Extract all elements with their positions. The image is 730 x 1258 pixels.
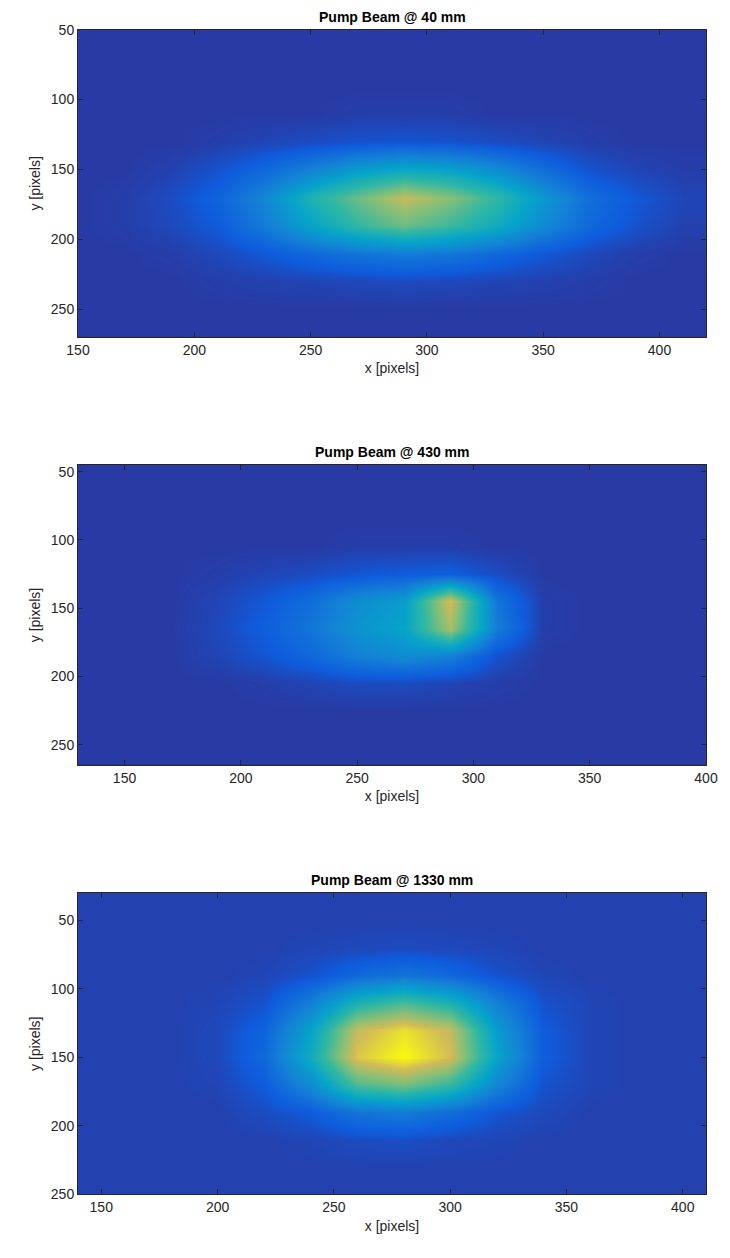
svg-text:200: 200: [206, 1199, 230, 1215]
svg-text:200: 200: [51, 1118, 75, 1134]
svg-text:200: 200: [183, 342, 207, 358]
svg-text:350: 350: [532, 342, 556, 358]
svg-text:150: 150: [51, 161, 75, 177]
svg-text:50: 50: [59, 22, 75, 38]
svg-text:250: 250: [51, 1186, 75, 1202]
svg-text:350: 350: [555, 1199, 579, 1215]
svg-text:x [pixels]: x [pixels]: [365, 1218, 419, 1234]
svg-text:200: 200: [229, 770, 253, 786]
svg-text:y [pixels]: y [pixels]: [27, 588, 43, 642]
svg-text:100: 100: [51, 981, 75, 997]
svg-text:50: 50: [59, 912, 75, 928]
svg-text:250: 250: [51, 737, 75, 753]
svg-text:50: 50: [59, 464, 75, 480]
svg-text:250: 250: [51, 301, 75, 317]
svg-text:150: 150: [51, 1049, 75, 1065]
svg-text:300: 300: [415, 342, 439, 358]
svg-text:Pump Beam @ 1330 mm: Pump Beam @ 1330 mm: [311, 872, 473, 888]
svg-text:250: 250: [299, 342, 323, 358]
svg-text:150: 150: [90, 1199, 114, 1215]
svg-text:x [pixels]: x [pixels]: [365, 788, 419, 804]
svg-text:250: 250: [345, 770, 369, 786]
svg-text:400: 400: [648, 342, 672, 358]
svg-text:x [pixels]: x [pixels]: [365, 360, 419, 376]
svg-text:300: 300: [462, 770, 486, 786]
svg-text:100: 100: [51, 532, 75, 548]
svg-text:350: 350: [578, 770, 602, 786]
svg-text:200: 200: [51, 668, 75, 684]
svg-text:100: 100: [51, 91, 75, 107]
svg-text:Pump Beam @ 430 mm: Pump Beam @ 430 mm: [315, 444, 470, 460]
svg-text:y [pixels]: y [pixels]: [27, 156, 43, 210]
svg-text:400: 400: [694, 770, 718, 786]
svg-text:y [pixels]: y [pixels]: [27, 1017, 43, 1071]
svg-text:150: 150: [113, 770, 137, 786]
svg-text:200: 200: [51, 231, 75, 247]
svg-text:300: 300: [438, 1199, 462, 1215]
svg-text:150: 150: [66, 342, 90, 358]
svg-text:250: 250: [322, 1199, 346, 1215]
svg-text:Pump Beam @ 40 mm: Pump Beam @ 40 mm: [319, 9, 466, 25]
svg-text:400: 400: [671, 1199, 695, 1215]
svg-text:150: 150: [51, 600, 75, 616]
